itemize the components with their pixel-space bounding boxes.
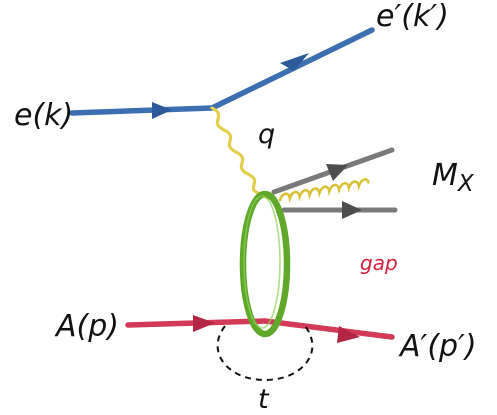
label-electron-in: e(k): [14, 98, 73, 133]
label-nucleus-out: A′(p′): [398, 329, 477, 364]
pomeron-ring-highlight: [243, 195, 281, 329]
label-rapidity-gap: gap: [360, 251, 398, 275]
incoming-nucleus-arrow: [193, 315, 215, 332]
label-hadronic-system-main: M: [432, 158, 458, 193]
outgoing-electron-arrow: [280, 53, 309, 71]
label-hadronic-system-sub: X: [457, 171, 475, 197]
label-electron-out: e′(k′): [376, 0, 449, 34]
incoming-electron-line: [69, 105, 215, 116]
label-photon-q: q: [258, 119, 275, 150]
momentum-transfer-arc: [216, 325, 314, 382]
outgoing-nucleus-arrow: [337, 326, 360, 343]
pomeron-ring: [239, 190, 291, 338]
label-hadronic-system: MX: [432, 158, 475, 197]
gluon-line: [278, 178, 370, 204]
upper-quark-arrow: [326, 164, 348, 181]
virtual-photon-line: [210, 106, 270, 200]
incoming-electron-arrow: [152, 102, 172, 119]
lower-quark-arrow: [342, 201, 362, 219]
label-momentum-transfer: t: [258, 384, 270, 415]
label-nucleus-in: A(p): [54, 309, 119, 344]
outgoing-nucleus-line: [262, 318, 395, 340]
